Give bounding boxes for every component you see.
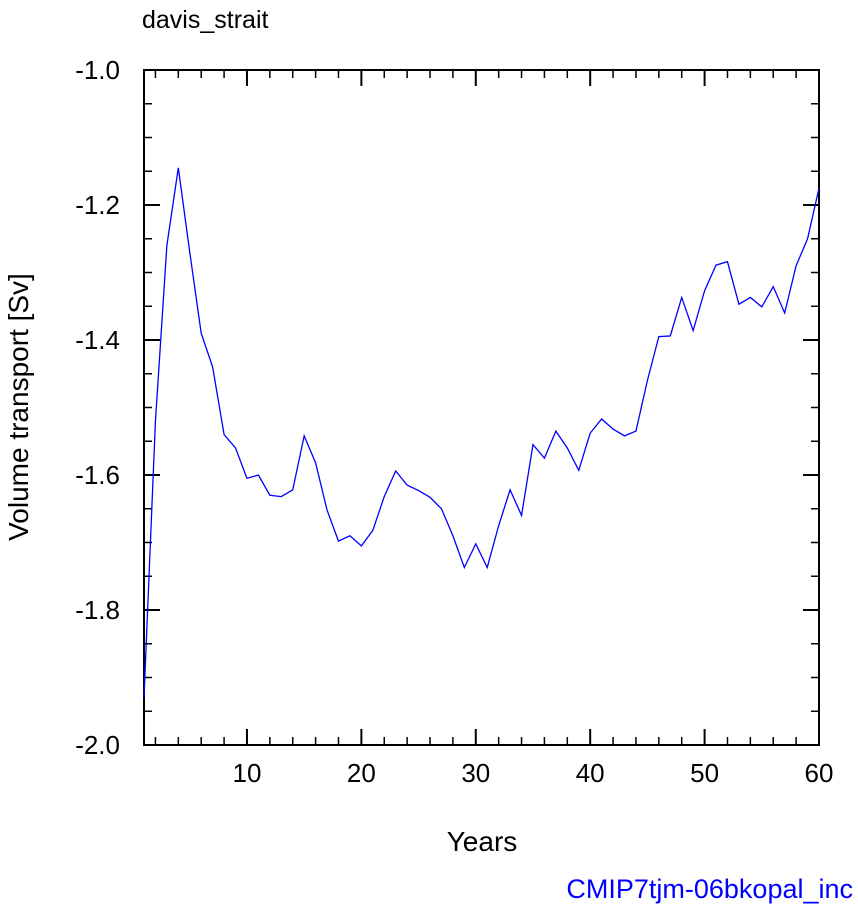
series-line-volume-transport xyxy=(143,167,820,698)
y-tick-label: -1.0 xyxy=(75,55,120,85)
y-tick-label: -1.6 xyxy=(75,460,120,490)
y-tick-labels: -2.0 -1.8 -1.6 -1.4 -1.2 -1.0 xyxy=(75,55,120,760)
minor-ticks xyxy=(144,70,819,745)
x-tick-label: 30 xyxy=(461,758,490,788)
x-tick-label: 10 xyxy=(233,758,262,788)
y-tick-label: -1.8 xyxy=(75,595,120,625)
plot-frame xyxy=(143,69,820,746)
major-ticks xyxy=(144,69,820,746)
x-tick-label: 40 xyxy=(576,758,605,788)
y-tick-label: -1.4 xyxy=(75,325,120,355)
x-tick-label: 50 xyxy=(690,758,719,788)
chart-title: davis_strait xyxy=(142,6,268,34)
x-tick-label: 60 xyxy=(805,758,834,788)
y-tick-label: -1.2 xyxy=(75,190,120,220)
x-tick-label: 20 xyxy=(347,758,376,788)
footer-run-label: CMIP7tjm-06bkopal_inc xyxy=(566,874,853,904)
x-tick-labels: 10 20 30 40 50 60 xyxy=(233,758,834,788)
y-tick-label: -2.0 xyxy=(75,730,120,760)
y-axis-label: Volume transport [Sv] xyxy=(3,273,34,541)
x-axis-label: Years xyxy=(447,826,518,857)
